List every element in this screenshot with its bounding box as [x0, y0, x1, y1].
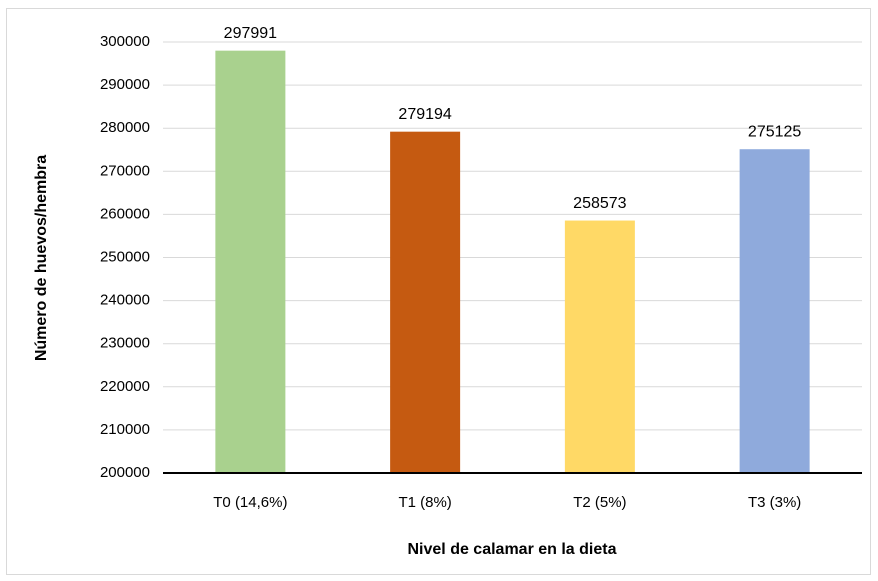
x-tick-label: T2 (5%): [573, 494, 626, 511]
bar: [564, 220, 635, 473]
y-tick-label: 290000: [100, 76, 150, 93]
x-tick-label: T0 (14,6%): [213, 494, 287, 511]
x-axis-label: Nivel de calamar en la dieta: [408, 541, 617, 558]
data-label: 279194: [398, 106, 451, 123]
y-tick-label: 230000: [100, 335, 150, 352]
y-tick-label: 210000: [100, 421, 150, 438]
data-label: 258573: [573, 195, 626, 212]
x-tick-label: T1 (8%): [398, 494, 451, 511]
y-tick-label: 240000: [100, 292, 150, 309]
y-tick-label: 280000: [100, 119, 150, 136]
y-tick-label: 200000: [100, 464, 150, 481]
data-label: 297991: [224, 25, 277, 42]
bar: [739, 149, 810, 473]
x-tick-label: T3 (3%): [748, 494, 801, 511]
bar: [215, 50, 286, 474]
y-tick-label: 270000: [100, 162, 150, 179]
y-tick-label: 300000: [100, 33, 150, 50]
bar: [390, 131, 461, 473]
y-tick-label: 250000: [100, 248, 150, 265]
data-label: 275125: [748, 123, 801, 140]
y-tick-label: 260000: [100, 205, 150, 222]
y-tick-label: 220000: [100, 378, 150, 395]
y-axis-label: Número de huevos/hembra: [33, 155, 50, 361]
